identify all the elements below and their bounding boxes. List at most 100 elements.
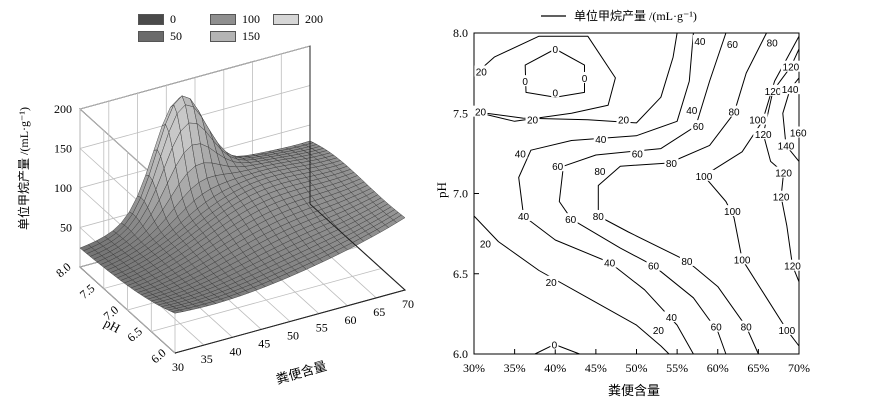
contour-line [473,215,670,355]
contour-line [473,35,616,122]
contour-label: 100 [749,116,766,127]
contour-label: 40 [595,135,607,146]
contour-label: 20 [476,68,488,79]
surface-legend-item: 100 [210,12,260,27]
legend-swatch [273,14,299,25]
grid-line-z [79,45,311,196]
contour-label: 20 [475,108,487,119]
contour-label-bg [513,147,528,159]
contour-label: 20 [653,326,665,337]
contour-label: 120 [775,169,792,180]
contour-label-bg [651,323,666,335]
contour-label-bg [563,213,578,225]
contour-label: 40 [518,212,530,223]
contour-y-tick-label: 6.5 [453,267,468,281]
contour-label: 100 [778,326,795,337]
contour-x-tick-label: 35% [504,361,526,375]
contour-label: 80 [666,159,678,170]
legend-swatch [138,14,164,25]
contour-label-bg [693,169,714,181]
contour-label: 20 [546,278,558,289]
contour-legend-label: 单位甲烷产量 /(mL·g⁻¹) [574,9,697,23]
contour-label-bg [580,71,589,83]
contour-label-bg [788,126,809,138]
surface-cell [393,214,406,223]
contour-label: 120 [783,63,800,74]
contour-label: 100 [734,255,751,266]
contour-label-bg [765,36,780,48]
contour-ylabel: pH [433,182,449,198]
contour-label: 80 [594,167,606,178]
contour-label-bg [709,320,724,332]
contour-label: 80 [767,39,779,50]
surface-zlabel: 单位甲烷产量 /(mL·g⁻¹) [16,107,31,230]
box-front-edge [174,203,407,354]
contour-label: 60 [552,162,564,173]
surface-x-tick-label: 55 [316,321,328,335]
contour-label: 40 [666,313,678,324]
contour-label-bg [646,259,661,271]
contour-line [703,35,800,347]
contour-label: 120 [773,193,790,204]
surface-legend-item: 50 [138,29,182,44]
contour-x-tick-label: 55% [666,361,688,375]
contour-label-bg [780,60,801,72]
contour-label: 60 [711,323,723,334]
surface-x-tick-label: 50 [287,329,299,343]
contour-label-bg [550,160,565,172]
contour-label: 40 [604,259,616,270]
contour-label-bg [592,165,607,177]
contour-x-tick-label: 60% [707,361,729,375]
contour-label: 60 [727,40,739,51]
contour-label-bg [521,75,530,87]
contour-label-bg [473,105,488,117]
contour-label: 80 [593,212,605,223]
contour-label-bg [747,113,768,125]
contour-label-bg [753,128,774,140]
contour-label: 120 [765,87,782,98]
legend-label: 200 [305,12,323,26]
contour-y-tick-label: 7.5 [453,106,468,120]
contour-label: 0 [552,88,558,99]
surface-mesh [79,95,406,314]
contour-label: 100 [696,172,713,183]
contour-label-bg [763,84,783,96]
contour-label-bg [722,205,743,217]
contour-label-bg [551,43,560,55]
contour-label-bg [593,132,608,144]
contour-label-bg [602,256,617,268]
contour-label: 100 [724,207,741,218]
contour-label-bg [776,323,797,335]
surface-x-tick-label: 60 [345,313,357,327]
contour-label-bg [525,113,540,125]
contour-label: 80 [741,323,753,334]
contour-label-bg [544,275,559,287]
legend-label: 50 [170,29,182,43]
surface-x-tick-label: 70 [402,297,414,311]
contour-y-tick-label: 8.0 [453,26,468,40]
surface-legend-item: 200 [273,12,323,27]
surface-z-tick-label: 200 [54,102,72,116]
contour-label: 120 [784,262,801,273]
contour-label-bg [773,166,794,178]
contour-line [473,32,678,124]
contour-label: 60 [648,262,660,273]
contour-label-bg [732,253,753,265]
contour-x-tick-label: 70% [788,361,810,375]
contour-label-bg [691,120,706,132]
surface-x-tick-label: 30 [172,360,184,374]
contour-label: 80 [681,257,693,268]
contour-label-bg [516,209,531,221]
legend-label: 0 [170,12,176,26]
contour-label-bg [616,113,631,125]
contour-y-tick-label: 6.0 [453,347,468,361]
contour-label: 160 [790,129,807,140]
legend-swatch [138,31,164,42]
contour-label: 20 [618,116,630,127]
surface-x-tick-label: 65 [373,305,385,319]
contour-label-bg [776,139,796,151]
surface-x-tick-label: 40 [230,344,242,358]
contour-label-bg [684,104,699,116]
contour-label: 60 [632,149,644,160]
